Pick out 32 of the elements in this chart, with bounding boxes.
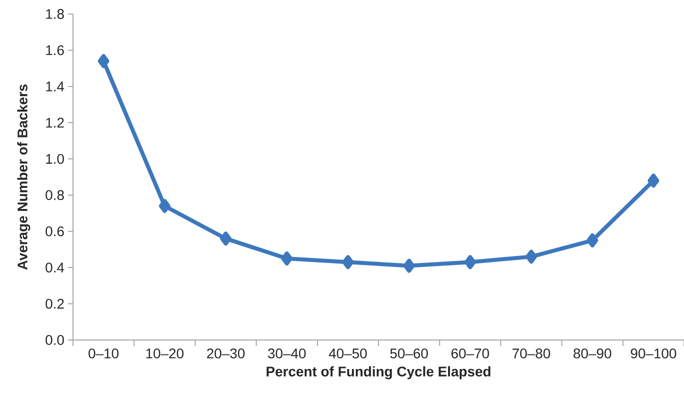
y-tick-label: 0.0: [46, 335, 64, 345]
point: [526, 250, 538, 264]
x-tick-label: 90–100: [630, 348, 676, 358]
point: [464, 255, 476, 270]
point: [648, 174, 660, 188]
y-tick-label: 1.8: [46, 9, 64, 19]
y-tick-label: 0.6: [46, 226, 64, 236]
point: [586, 233, 598, 248]
x-tick-label: 30–40: [268, 348, 306, 358]
y-tick-label: 1.6: [46, 45, 64, 56]
point: [281, 252, 293, 266]
x-tick-label: 10–20: [146, 348, 184, 358]
y-tick-label: 0.2: [46, 298, 64, 309]
x-tick-label: 50–60: [390, 348, 428, 358]
x-tick-label: 0–10: [88, 348, 119, 358]
point: [342, 255, 354, 270]
y-tick-label: 1.4: [46, 82, 64, 92]
x-tick-label: 40–50: [328, 348, 367, 358]
point: [158, 198, 170, 213]
y-tick-label: 1.2: [46, 118, 64, 128]
x-tick-label: 80–90: [574, 348, 612, 358]
y-axis-title: Average Number of Backers: [17, 84, 30, 270]
y-tick-label: 0.8: [46, 190, 64, 200]
x-tick-label: 20–30: [207, 348, 245, 358]
y-tick-label: 0.4: [46, 262, 64, 272]
point: [220, 232, 232, 246]
point: [403, 258, 415, 273]
point: [98, 54, 110, 68]
x-tick-label: 70–80: [512, 348, 550, 358]
x-tick-label: 60–70: [451, 348, 490, 358]
x-axis-title: Percent of Funding Cycle Elapsed: [266, 366, 490, 380]
y-tick-label: 1.0: [46, 154, 64, 164]
